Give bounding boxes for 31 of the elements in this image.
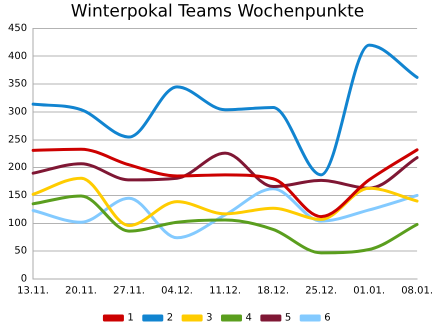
y-tick-label: 0 xyxy=(20,274,28,285)
line-series xyxy=(32,148,419,218)
y-tick-label: 350 xyxy=(8,78,28,90)
line-series xyxy=(32,152,419,190)
y-tick-label: 100 xyxy=(8,218,28,229)
legend-label: 2 xyxy=(166,312,174,324)
chart-title: Winterpokal Teams Wochenpunkte xyxy=(70,2,364,22)
y-tick-label: 50 xyxy=(14,246,28,257)
y-tick-label: 300 xyxy=(8,106,28,118)
x-tick-label: 27.11. xyxy=(113,286,145,297)
y-tick-label: 150 xyxy=(8,190,28,202)
x-tick-label: 18.12. xyxy=(257,286,289,297)
legend-label: 4 xyxy=(246,312,252,324)
line-series xyxy=(32,194,419,254)
y-tick-label: 200 xyxy=(8,162,28,174)
y-tick-label: 400 xyxy=(8,50,28,62)
x-tick-label: 13.11. xyxy=(17,286,49,297)
y-tick-label: 250 xyxy=(8,134,28,146)
x-tick-label: 11.12. xyxy=(209,286,241,297)
legend-label: 1 xyxy=(127,312,134,324)
line-series xyxy=(32,44,419,176)
x-tick-label: 20.11. xyxy=(65,286,97,297)
line-series xyxy=(32,176,419,228)
y-tick-label: 450 xyxy=(8,22,28,34)
legend-label: 6 xyxy=(324,312,331,324)
x-tick-label: 08.01. xyxy=(401,286,434,297)
legend-label: 3 xyxy=(206,312,213,324)
x-tick-label: 25.12. xyxy=(305,286,337,297)
x-tick-label: 04.12. xyxy=(161,286,193,297)
legend-label: 5 xyxy=(284,312,292,324)
x-tick-label: 01.01. xyxy=(353,286,385,297)
